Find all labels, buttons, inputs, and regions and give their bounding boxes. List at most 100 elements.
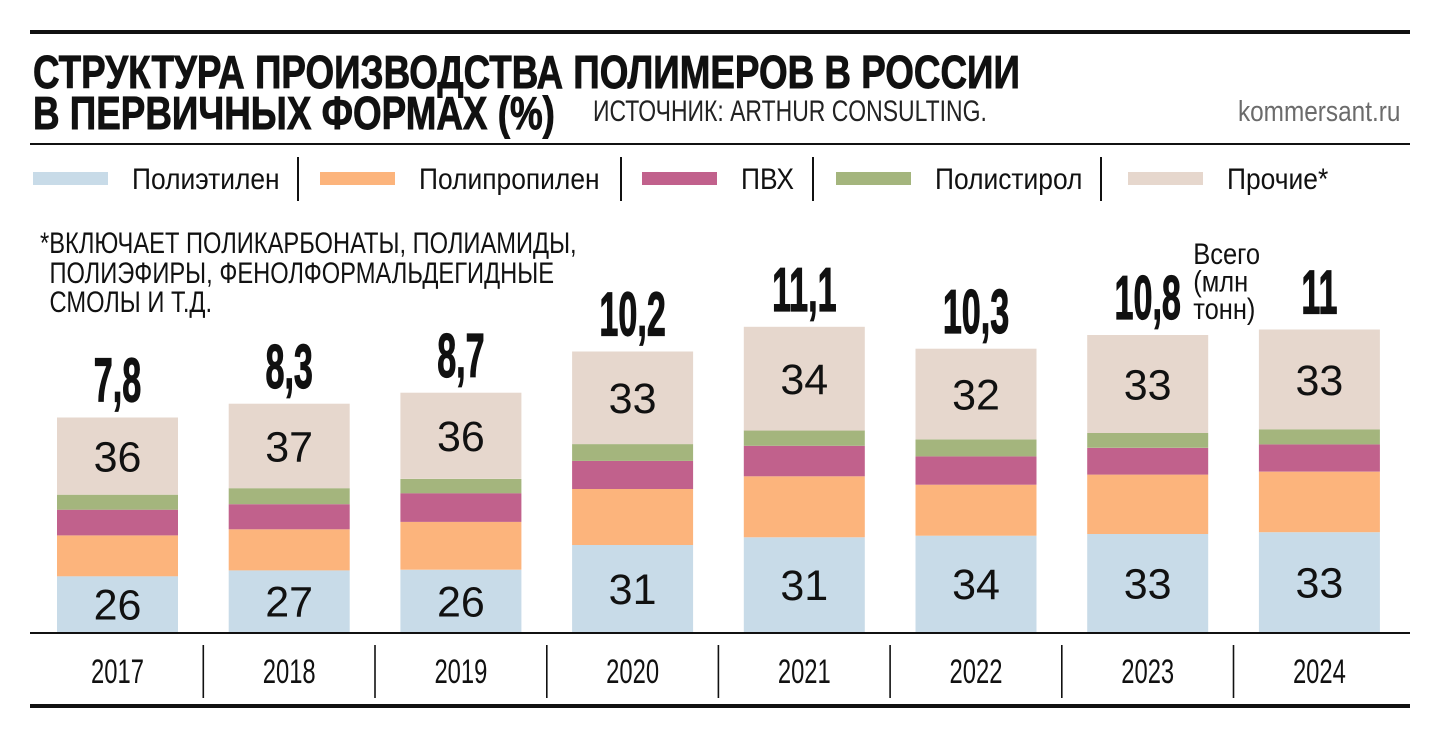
segment-label-other-2020: 33 <box>609 375 657 423</box>
footnote-line-1: *ВКЛЮЧАЕТ ПОЛИКАРБОНАТЫ, ПОЛИАМИДЫ, <box>40 227 577 260</box>
legend-divider <box>297 157 299 201</box>
bar-segment-polystyrene-2020 <box>572 444 694 461</box>
bar-segment-other-2017 <box>57 417 178 495</box>
total-label-2022: 10,3 <box>943 277 1009 346</box>
bar-segment-polyethylene-2023 <box>1087 534 1209 632</box>
bar-segment-polyethylene-2022 <box>915 535 1037 632</box>
bar-segment-polyethylene-2021 <box>743 537 865 632</box>
bar-segment-pvc-2019 <box>400 493 522 522</box>
legend-label-polyethylene: Полиэтилен <box>132 163 280 196</box>
bar-segment-other-2018 <box>228 403 350 489</box>
bar-segment-polystyrene-2018 <box>228 488 350 505</box>
bar-segment-pvc-2017 <box>57 509 178 536</box>
bar-segment-polypropylene-2017 <box>57 535 178 577</box>
legend-label-polypropylene: Полипропилен <box>419 163 600 196</box>
bar-2022: 34 32 10,3 <box>915 277 1037 632</box>
legend-divider <box>1100 157 1102 201</box>
bar-segment-pvc-2020 <box>572 460 694 489</box>
legend-swatch-polyethylene <box>33 172 108 185</box>
title-line-2: В ПЕРВИЧНЫХ ФОРМАХ (%) <box>33 87 556 139</box>
bar-segment-polystyrene-2024 <box>1258 429 1380 445</box>
bar-2019: 26 36 8,7 <box>400 321 522 632</box>
year-label-2018: 2018 <box>263 653 316 691</box>
bar-segment-other-2021 <box>743 326 865 431</box>
bar-segment-other-2022 <box>915 348 1037 440</box>
segment-label-other-2022: 32 <box>952 372 1000 420</box>
total-label-2018: 8,3 <box>266 332 313 401</box>
legend-divider <box>620 157 622 201</box>
legend-item-other: Прочие* <box>1128 150 1398 206</box>
bar-segment-polyethylene-2018 <box>228 570 350 632</box>
bar-segment-pvc-2018 <box>228 504 350 530</box>
segment-label-polyethylene-2018: 27 <box>265 579 313 627</box>
total-label-2021: 11,1 <box>772 255 836 324</box>
segment-label-polyethylene-2023: 33 <box>1124 560 1172 608</box>
footnote: *ВКЛЮЧАЕТ ПОЛИКАРБОНАТЫ, ПОЛИАМИДЫ, ПОЛИ… <box>40 229 577 318</box>
total-label-2020: 10,2 <box>599 280 665 349</box>
bar-segment-polypropylene-2019 <box>400 521 522 570</box>
segment-label-other-2021: 34 <box>780 356 828 404</box>
site-credit: kommersant.ru <box>1237 96 1400 128</box>
bar-segment-other-2020 <box>572 351 694 445</box>
bar-segment-polypropylene-2020 <box>572 488 694 545</box>
bar-segment-pvc-2021 <box>743 445 865 477</box>
bar-2017: 26 36 7,8 <box>57 345 178 632</box>
legend-swatch-polystyrene <box>836 172 911 185</box>
bar-segment-polypropylene-2022 <box>915 484 1037 536</box>
legend-label-pvc: ПВХ <box>741 163 795 196</box>
bar-2021: 31 34 11,1 <box>743 255 865 632</box>
header-divider <box>30 143 1410 145</box>
segment-label-polyethylene-2021: 31 <box>780 562 828 610</box>
bar-2020: 31 33 10,2 <box>572 279 694 632</box>
segment-label-polyethylene-2024: 33 <box>1295 560 1343 608</box>
segment-label-other-2024: 33 <box>1295 357 1343 405</box>
bar-segment-polypropylene-2023 <box>1087 474 1209 534</box>
year-label-2020: 2020 <box>606 653 659 691</box>
legend-item-pvc: ПВХ <box>642 150 912 206</box>
source-note: ИСТОЧНИК: ARTHUR CONSULTING. <box>593 95 987 128</box>
legend-swatch-other <box>1128 172 1203 185</box>
bar-segment-pvc-2024 <box>1258 444 1380 472</box>
totals-unit-label-line-2: (млн <box>1193 265 1248 298</box>
legend-swatch-polypropylene <box>320 172 395 185</box>
bar-segment-polypropylene-2024 <box>1258 471 1380 533</box>
legend: Полиэтилен Полипропилен ПВХ Полистирол П… <box>0 150 1440 206</box>
bar-segment-polystyrene-2021 <box>743 430 865 446</box>
legend-divider <box>812 157 814 201</box>
bar-segment-other-2024 <box>1258 329 1380 430</box>
bar-segment-polypropylene-2018 <box>228 529 350 571</box>
segment-label-other-2018: 37 <box>265 423 313 471</box>
bar-segment-polyethylene-2020 <box>572 545 694 632</box>
year-label-2017: 2017 <box>91 653 144 691</box>
footnote-line-3: СМОЛЫ И Т.Д. <box>49 286 213 319</box>
bar-2024: 33 33 11 <box>1258 257 1380 632</box>
bar-segment-polystyrene-2023 <box>1087 433 1209 448</box>
bar-segment-polypropylene-2021 <box>743 476 865 538</box>
segment-label-other-2017: 36 <box>94 434 142 482</box>
totals-unit-label-line-3: тонн) <box>1193 292 1255 325</box>
year-label-2021: 2021 <box>778 653 831 691</box>
bar-segment-polystyrene-2022 <box>915 439 1037 457</box>
title-line-1: СТРУКТУРА ПРОИЗВОДСТВА ПОЛИМЕРОВ В РОССИ… <box>33 46 1021 98</box>
top-rule <box>30 30 1410 34</box>
segment-label-polyethylene-2019: 26 <box>437 578 485 626</box>
bar-segment-polyethylene-2024 <box>1258 532 1380 632</box>
bar-segment-other-2019 <box>400 392 522 479</box>
bar-segment-polystyrene-2017 <box>57 494 178 510</box>
bar-segment-polystyrene-2019 <box>400 478 522 494</box>
legend-label-other: Прочие* <box>1227 163 1329 196</box>
x-axis-line <box>30 632 1410 634</box>
segment-label-polyethylene-2022: 34 <box>952 561 1000 609</box>
year-label-2019: 2019 <box>434 653 487 691</box>
bar-2023: 33 33 10,8 <box>1087 263 1209 632</box>
legend-item-polystyrene: Полистирол <box>836 150 1106 206</box>
total-label-2017: 7,8 <box>94 346 141 415</box>
bottom-rule <box>30 704 1410 708</box>
segment-label-polyethylene-2017: 26 <box>94 582 142 630</box>
bar-segment-polyethylene-2019 <box>400 569 522 632</box>
legend-swatch-pvc <box>642 172 717 185</box>
total-label-2024: 11 <box>1301 258 1337 327</box>
year-label-2024: 2024 <box>1293 653 1346 691</box>
